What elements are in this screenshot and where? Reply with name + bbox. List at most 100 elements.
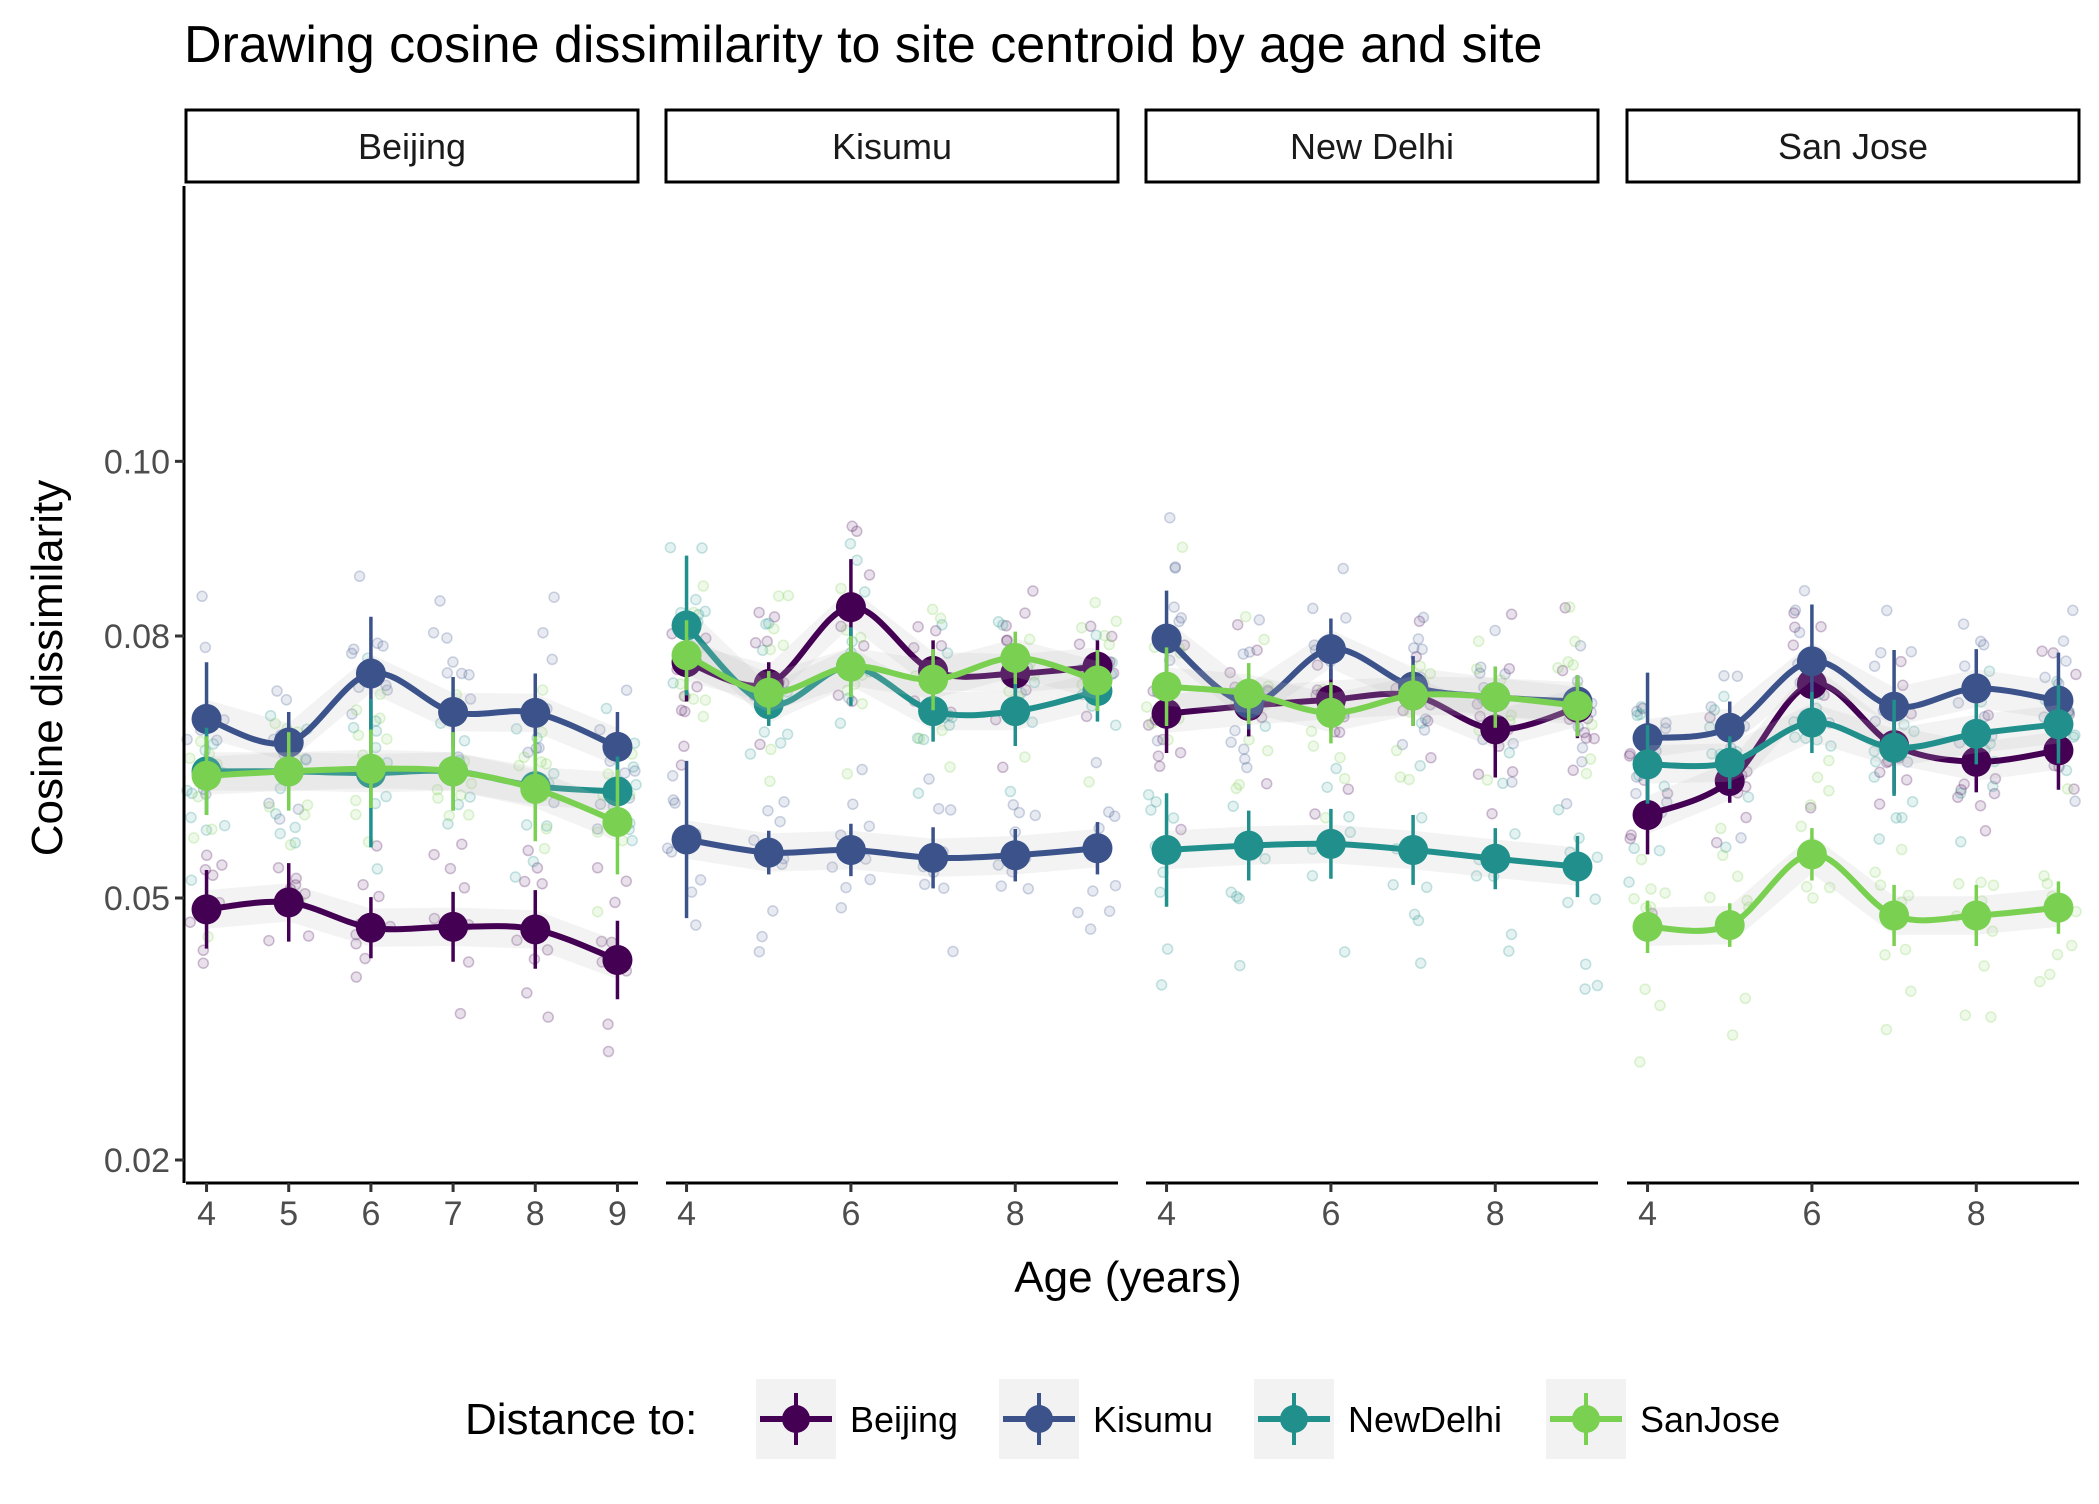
- raw-point: [1807, 892, 1819, 904]
- raw-point: [269, 717, 281, 730]
- raw-point: [1173, 615, 1185, 628]
- raw-point: [1239, 753, 1251, 765]
- raw-point: [1001, 634, 1013, 646]
- raw-point: [697, 580, 710, 592]
- raw-point: [1788, 607, 1800, 619]
- data-point: [355, 912, 386, 943]
- raw-point: [1591, 979, 1604, 992]
- data-point: [2043, 709, 2074, 740]
- raw-point: [441, 667, 454, 679]
- raw-point: [349, 794, 362, 807]
- raw-point: [1073, 638, 1086, 650]
- legend-key-point: [1572, 1405, 1600, 1433]
- legend-label: NewDelhi: [1348, 1399, 1502, 1440]
- raw-point: [918, 878, 931, 891]
- raw-point: [1804, 799, 1817, 811]
- raw-point: [2034, 975, 2046, 988]
- raw-point: [284, 839, 297, 851]
- data-point: [918, 664, 949, 695]
- raw-point: [936, 619, 948, 631]
- raw-point: [1253, 614, 1266, 626]
- raw-point: [1415, 717, 1428, 729]
- raw-point: [541, 944, 554, 956]
- legend-label: SanJose: [1640, 1399, 1780, 1440]
- raw-point: [674, 678, 687, 690]
- raw-point: [1103, 638, 1115, 651]
- data-point: [1714, 910, 1745, 941]
- raw-point: [1898, 718, 1910, 731]
- raw-point: [2051, 948, 2064, 961]
- raw-point: [1562, 896, 1574, 909]
- data-point: [1961, 900, 1992, 931]
- raw-point: [1262, 680, 1274, 692]
- raw-point: [1869, 715, 1882, 728]
- raw-point: [595, 935, 608, 948]
- raw-point: [1309, 808, 1321, 820]
- raw-point: [768, 611, 781, 623]
- raw-point: [1979, 825, 1992, 837]
- raw-point: [1083, 776, 1095, 788]
- raw-point: [690, 593, 702, 606]
- raw-point: [667, 794, 680, 806]
- raw-point: [192, 790, 204, 803]
- raw-point: [444, 862, 457, 875]
- raw-point: [1164, 511, 1176, 524]
- raw-point: [1396, 738, 1409, 751]
- raw-point: [1145, 804, 1157, 816]
- raw-point: [188, 832, 200, 844]
- data-point: [191, 760, 222, 791]
- raw-point: [1955, 783, 1967, 796]
- raw-point: [441, 632, 453, 644]
- raw-point: [1653, 844, 1666, 857]
- raw-point: [600, 702, 613, 715]
- raw-point: [1906, 795, 1919, 808]
- raw-point: [1075, 621, 1088, 634]
- raw-point: [835, 901, 848, 914]
- raw-point: [350, 938, 362, 950]
- raw-point: [1588, 732, 1600, 745]
- raw-point: [846, 520, 858, 533]
- raw-point: [997, 619, 1009, 631]
- raw-points: [1623, 584, 2082, 1068]
- raw-point: [913, 732, 926, 745]
- raw-point: [1013, 806, 1026, 819]
- legend-key-point: [782, 1405, 810, 1433]
- raw-point: [1868, 660, 1881, 672]
- raw-point: [1901, 756, 1914, 768]
- raw-point: [1175, 823, 1187, 836]
- raw-point: [1481, 774, 1494, 786]
- data-point: [1961, 673, 1992, 704]
- raw-point: [206, 823, 218, 836]
- data-point: [1796, 707, 1827, 738]
- raw-point: [1151, 734, 1164, 747]
- raw-point: [699, 694, 712, 706]
- raw-point: [1084, 620, 1097, 633]
- raw-point: [1815, 620, 1827, 633]
- raw-point: [263, 801, 276, 813]
- raw-point: [912, 787, 925, 799]
- raw-point: [1169, 561, 1182, 573]
- raw-point: [1706, 748, 1718, 760]
- confidence-ribbon: [206, 654, 618, 767]
- raw-point: [302, 930, 315, 942]
- data-point: [835, 651, 866, 682]
- raw-point: [1569, 635, 1581, 648]
- raw-point: [1823, 881, 1836, 894]
- raw-point: [1305, 725, 1318, 738]
- raw-point: [1793, 626, 1806, 639]
- raw-point: [274, 827, 286, 840]
- raw-point: [844, 537, 857, 550]
- raw-point: [591, 905, 604, 918]
- raw-point: [200, 824, 213, 836]
- raw-point: [185, 874, 198, 886]
- raw-point: [541, 820, 553, 832]
- raw-point: [1952, 791, 1964, 804]
- raw-point: [1475, 661, 1487, 673]
- raw-point: [195, 735, 207, 748]
- raw-point: [381, 684, 394, 696]
- raw-point: [1988, 787, 2001, 800]
- raw-point: [2061, 783, 2074, 795]
- x-tick-label: 6: [1802, 1195, 1821, 1233]
- facet-panel-san-jose: San Jose 4 6 8: [1623, 108, 2082, 1233]
